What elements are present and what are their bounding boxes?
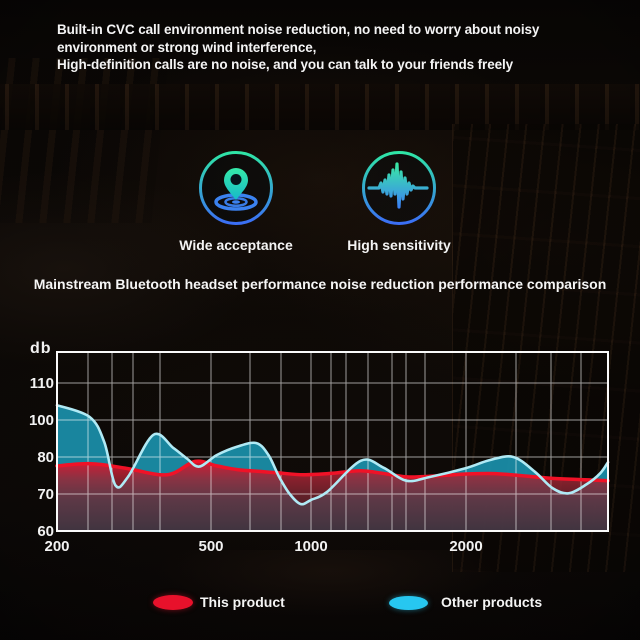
legend-this-product: This product (153, 593, 293, 613)
feature-wide-acceptance: Wide acceptance (156, 149, 316, 253)
cyan-ellipse-swatch (389, 596, 428, 610)
location-pin-ripple-icon (197, 149, 275, 227)
legend-label: Other products (441, 594, 543, 610)
x-tick-label: 1000 (294, 538, 328, 555)
legend-other-products: Other products (389, 593, 559, 613)
background-table (150, 550, 510, 620)
y-tick-label: 60 (37, 523, 54, 540)
feature-label: Wide acceptance (179, 237, 293, 253)
plot-border (56, 351, 609, 532)
background-wood-beam (0, 84, 640, 130)
sound-wave-icon (360, 149, 438, 227)
description-line: environment or strong wind interference, (57, 39, 317, 55)
feature-high-sensitivity: High sensitivity (319, 149, 479, 253)
legend-label: This product (200, 594, 285, 610)
description-line: High-definition calls are no noise, and … (57, 57, 514, 72)
y-tick-label: 110 (29, 375, 54, 392)
this-product-area (57, 461, 608, 530)
x-tick-label: 500 (198, 538, 224, 555)
x-tick-label: 2000 (449, 538, 483, 555)
chart-title: Mainstream Bluetooth headset performance… (33, 276, 607, 292)
y-axis-unit-label: db (30, 340, 52, 357)
description-text: Built-in CVC call environment noise redu… (57, 21, 617, 74)
this-product-line (55, 459, 610, 483)
y-tick-label: 80 (37, 449, 54, 466)
description-line: Built-in CVC call environment noise redu… (57, 22, 540, 37)
y-tick-label: 100 (28, 412, 54, 429)
red-ellipse-swatch (153, 595, 193, 610)
x-tick-label: 200 (44, 538, 70, 555)
other-products-line (55, 403, 610, 506)
feature-label: High sensitivity (347, 237, 451, 253)
y-tick-label: 70 (37, 486, 54, 503)
